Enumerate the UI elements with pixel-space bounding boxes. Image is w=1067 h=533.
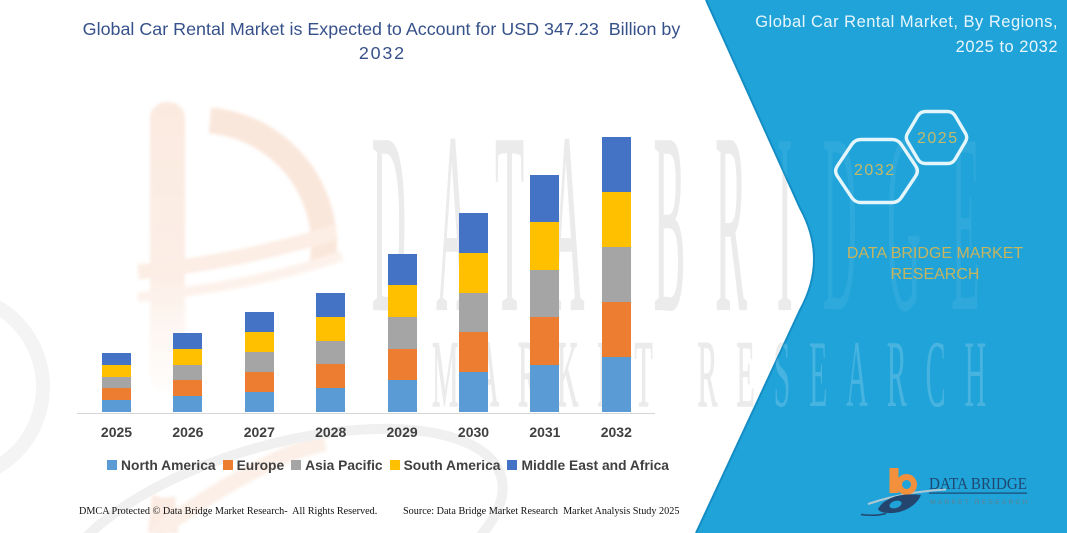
svg-text:MARKET RESEARCH: MARKET RESEARCH bbox=[930, 499, 1029, 506]
svg-text:DATA BRIDGE: DATA BRIDGE bbox=[929, 474, 1027, 493]
